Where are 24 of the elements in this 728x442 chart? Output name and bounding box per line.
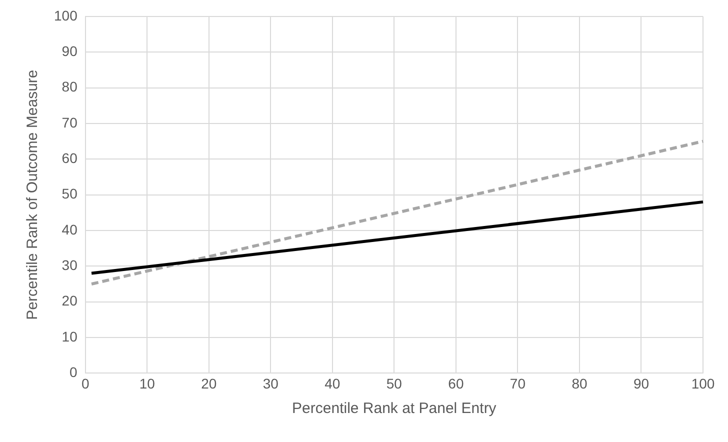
y-tick-label: 20 <box>62 292 78 309</box>
y-tick-label: 80 <box>62 78 78 95</box>
x-tick-label: 20 <box>201 375 217 392</box>
y-tick-label: 30 <box>62 257 78 274</box>
y-axis-title: Percentile Rank of Outcome Measure <box>24 70 42 320</box>
x-tick-label: 10 <box>139 375 156 392</box>
x-tick-label: 50 <box>386 375 402 392</box>
y-tick-label: 10 <box>62 328 78 344</box>
x-tick-label: 80 <box>572 375 588 392</box>
x-tick-label: 70 <box>510 375 526 392</box>
y-tick-label: 60 <box>62 150 78 166</box>
x-tick-label: 100 <box>691 375 715 392</box>
x-tick-label: 60 <box>448 375 464 392</box>
y-tick-label: 100 <box>54 7 78 24</box>
y-tick-label: 70 <box>62 114 78 130</box>
y-tick-label: 50 <box>62 186 78 202</box>
x-tick-label: 90 <box>633 375 650 392</box>
x-tick-label: 40 <box>324 375 340 392</box>
y-tick-label: 90 <box>62 42 78 59</box>
x-tick-label: 30 <box>262 375 279 392</box>
y-tick-label: 40 <box>62 221 78 238</box>
y-tick-label: 0 <box>70 364 78 380</box>
x-tick-label: 0 <box>81 375 90 392</box>
x-axis-title: Percentile Rank at Panel Entry <box>292 400 497 418</box>
